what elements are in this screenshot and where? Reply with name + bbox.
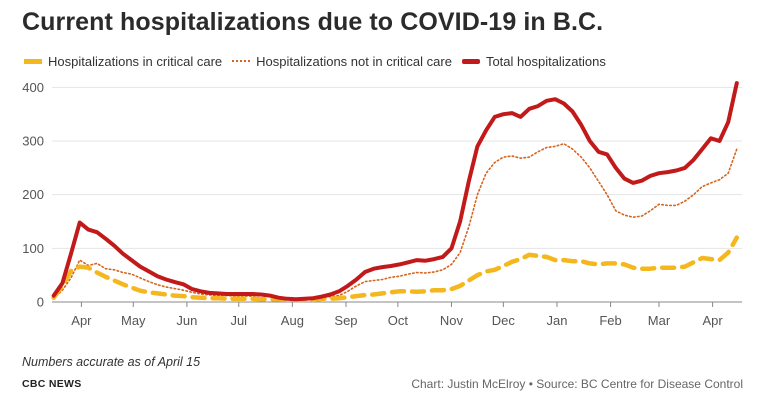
x-tick-label: Jun bbox=[176, 313, 197, 328]
x-tick-label: Sep bbox=[334, 313, 357, 328]
y-tick-label: 200 bbox=[22, 187, 44, 202]
legend-label-total: Total hospitalizations bbox=[485, 53, 606, 69]
x-tick-label: Feb bbox=[599, 313, 621, 328]
series-line-non-critical bbox=[52, 142, 738, 301]
axis-layer: 0 100 200 300 400 Apr May Jun Jul Aug Sep Oct Nov Dec… bbox=[22, 80, 742, 328]
legend-swatch-non-critical bbox=[232, 60, 251, 62]
x-tick-label: Apr bbox=[702, 313, 723, 328]
legend-label-non-critical: Hospitalizations not in critical care bbox=[256, 53, 452, 69]
y-tick-label: 0 bbox=[37, 295, 44, 310]
y-tick-label: 300 bbox=[22, 134, 44, 149]
grid-layer bbox=[52, 86, 742, 249]
x-tick-label: Dec bbox=[492, 313, 516, 328]
series-layer bbox=[51, 81, 740, 303]
y-tick-label: 100 bbox=[22, 241, 44, 256]
chart-legend: Hospitalizations in critical care Hospit… bbox=[24, 52, 616, 70]
legend-item-non-critical: Hospitalizations not in critical care bbox=[232, 54, 452, 69]
legend-item-critical: Hospitalizations in critical care bbox=[24, 54, 222, 69]
x-tick-label: Apr bbox=[71, 313, 92, 328]
brand-logo-text: CBC NEWS bbox=[22, 378, 82, 390]
series-line-critical bbox=[51, 235, 740, 303]
x-tick-label: Oct bbox=[388, 313, 409, 328]
legend-swatch-total bbox=[461, 58, 480, 64]
x-tick-label: Nov bbox=[440, 313, 464, 328]
data-note: Numbers accurate as of April 15 bbox=[22, 355, 201, 369]
series-line-total bbox=[51, 81, 739, 302]
legend-item-total: Total hospitalizations bbox=[461, 53, 606, 69]
chart-title: Current hospitalizations due to COVID-19… bbox=[22, 8, 604, 36]
x-tick-label: Jan bbox=[546, 313, 567, 328]
y-tick-label: 400 bbox=[22, 80, 44, 95]
legend-swatch-critical bbox=[24, 58, 42, 64]
legend-label-critical: Hospitalizations in critical care bbox=[48, 53, 223, 69]
source-credit: Chart: Justin McElroy • Source: BC Centr… bbox=[411, 377, 743, 391]
x-tick-label: May bbox=[121, 313, 146, 328]
x-tick-label: Mar bbox=[648, 313, 671, 328]
x-tick-label: Aug bbox=[281, 313, 304, 328]
x-tick-label: Jul bbox=[230, 313, 247, 328]
